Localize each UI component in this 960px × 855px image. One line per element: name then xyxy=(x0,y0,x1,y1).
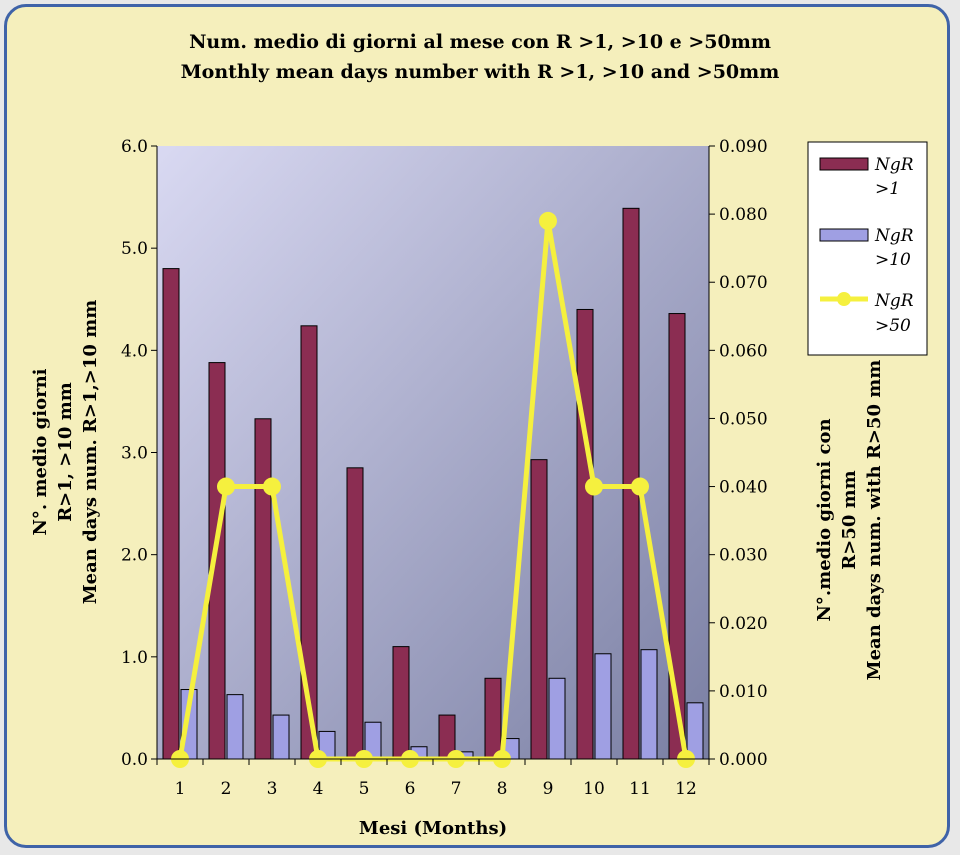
left-tick-label: 0.0 xyxy=(121,750,148,770)
point-ngr50-month-9 xyxy=(539,211,557,230)
right-axis-title: N°.medio giorni con R>50 mm Mean days nu… xyxy=(814,360,885,681)
chart-title-it: Num. medio di giorni al mese con R >1, >… xyxy=(189,31,771,53)
x-tick-label-month-7: 7 xyxy=(451,779,462,799)
x-tick-label-month-12: 12 xyxy=(675,779,697,799)
bar-ngr10-month-10 xyxy=(594,653,612,760)
x-tick-label-month-2: 2 xyxy=(221,779,232,799)
left-axis-title-line-2: R>1, >10 mm xyxy=(55,382,76,522)
x-tick-label-month-11: 11 xyxy=(629,779,651,799)
legend-label-ngr1-line1: NgR xyxy=(874,155,914,175)
bar-ngr10-month-9 xyxy=(548,677,566,760)
legend-label-ngr50-line2: >50 xyxy=(875,316,911,336)
plot-area xyxy=(157,146,709,759)
point-ngr50-month-3 xyxy=(263,477,281,496)
right-tick-label: 0.020 xyxy=(719,614,768,634)
x-tick-label-month-3: 3 xyxy=(267,779,278,799)
x-axis-title: Mesi (Months) xyxy=(359,818,507,839)
left-tick-label: 2.0 xyxy=(121,546,148,566)
legend: NgR >1 NgR >10 NgR >50 xyxy=(807,141,928,356)
left-axis-title-line-1: N°. medio giorni xyxy=(30,368,51,535)
point-ngr50-month-11 xyxy=(631,477,649,496)
legend-swatch-ngr10 xyxy=(819,228,869,242)
x-tick-label-month-8: 8 xyxy=(497,779,508,799)
bars-group xyxy=(162,207,704,760)
x-tick-label-month-5: 5 xyxy=(359,779,370,799)
bar-ngr1-month-8 xyxy=(484,677,502,760)
left-tick-label: 4.0 xyxy=(121,341,148,361)
chart-title-en: Monthly mean days number with R >1, >10 … xyxy=(181,61,780,83)
legend-label-ngr10-line1: NgR xyxy=(874,226,914,246)
right-axis-title-line-3: Mean days num. with R>50 mm xyxy=(864,360,885,681)
right-tick-label: 0.070 xyxy=(719,273,768,293)
legend-label-ngr10-line2: >10 xyxy=(875,250,911,270)
legend-box xyxy=(807,141,928,356)
left-tick-label: 5.0 xyxy=(121,239,148,259)
x-tick-label-month-9: 9 xyxy=(543,779,554,799)
point-ngr50-month-2 xyxy=(217,477,235,496)
right-tick-label: 0.030 xyxy=(719,546,768,566)
left-axis-title: N°. medio giorni R>1, >10 mm Mean days n… xyxy=(30,300,101,605)
right-tick-label: 0.010 xyxy=(719,682,768,702)
bar-ngr1-month-9 xyxy=(530,459,548,760)
legend-label-ngr50-line1: NgR xyxy=(874,291,914,311)
right-tick-label: 0.040 xyxy=(719,478,768,498)
right-tick-label: 0.050 xyxy=(719,409,768,429)
bar-ngr1-month-10 xyxy=(576,308,594,760)
right-axis-title-line-1: N°.medio giorni con xyxy=(814,418,835,621)
right-tick-label: 0.060 xyxy=(719,341,768,361)
bar-ngr10-month-3 xyxy=(272,714,290,760)
axes-group: 0.0 1.0 2.0 3.0 4.0 5.0 6.0 0.000 0.010 0.020 0.03… xyxy=(121,137,768,799)
bar-ngr1-month-6 xyxy=(392,646,410,760)
left-tick-label: 6.0 xyxy=(121,137,148,157)
legend-label-ngr1-line2: >1 xyxy=(875,179,900,199)
x-tick-label-month-6: 6 xyxy=(405,779,416,799)
right-axis-title-line-2: R>50 mm xyxy=(839,470,860,569)
left-tick-label: 3.0 xyxy=(121,444,148,464)
x-tick-label-month-4: 4 xyxy=(313,779,324,799)
right-tick-label: 0.080 xyxy=(719,205,768,225)
x-tick-label-month-10: 10 xyxy=(583,779,605,799)
right-tick-label: 0.090 xyxy=(719,137,768,157)
bar-ngr10-month-11 xyxy=(640,649,658,760)
bar-ngr10-month-12 xyxy=(686,702,704,760)
point-ngr50-month-10 xyxy=(585,477,603,496)
bar-ngr1-month-3 xyxy=(254,418,272,760)
x-tick-label-month-1: 1 xyxy=(175,779,186,799)
left-tick-label: 1.0 xyxy=(121,648,148,668)
bar-ngr1-month-5 xyxy=(346,467,364,760)
bar-ngr1-month-1 xyxy=(162,268,180,760)
left-axis-title-line-3: Mean days num. R>1,>10 mm xyxy=(80,300,101,605)
bar-ngr10-month-2 xyxy=(226,694,244,760)
legend-swatch-ngr1 xyxy=(819,157,869,171)
legend-marker-ngr50 xyxy=(837,292,851,306)
right-tick-label: 0.000 xyxy=(719,750,768,770)
